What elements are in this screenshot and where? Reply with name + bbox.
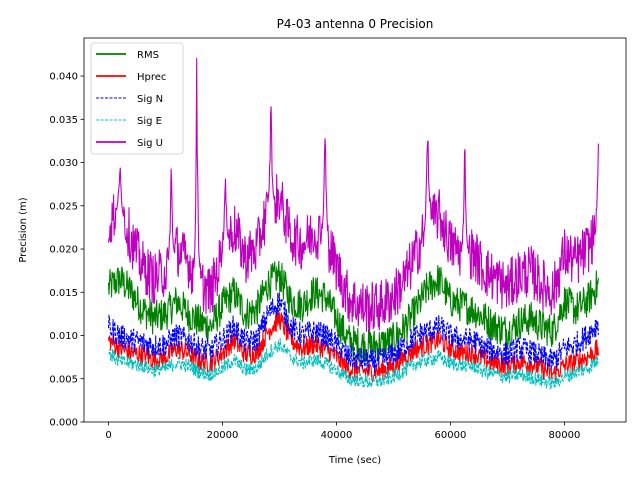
x-tick-label: 40000 (321, 430, 353, 441)
legend-label: Hprec (137, 72, 166, 83)
series-line-sig-e (108, 338, 599, 390)
y-axis: 0.000 0.005 0.010 0.015 0.020 0.025 0.030 0.035… (49, 72, 84, 429)
legend-box (90, 42, 184, 155)
x-tick-label: 80000 (549, 430, 581, 441)
legend-label: Sig E (137, 116, 162, 127)
y-tick-label: 0.020 (49, 245, 78, 256)
legend-label: Sig U (137, 138, 163, 149)
y-tick-label: 0.040 (49, 72, 78, 83)
legend: RMS Hprec Sig N Sig E Sig U (90, 42, 184, 155)
series-line-sig-n (107, 292, 599, 374)
series-layer (107, 57, 599, 390)
plot-frame (83, 37, 627, 423)
legend-label: Sig N (137, 94, 163, 105)
x-tick-label: 0 (105, 430, 111, 441)
y-tick-label: 0.000 (49, 418, 78, 429)
series-line-sig-u (107, 57, 599, 333)
y-tick-label: 0.010 (49, 331, 78, 342)
x-tick-label: 20000 (207, 430, 239, 441)
y-tick-label: 0.005 (49, 374, 78, 385)
y-axis-label: Precision (m) (18, 197, 29, 262)
x-tick-label: 60000 (435, 430, 467, 441)
x-axis: 0 20000 40000 60000 80000 (105, 422, 580, 441)
y-tick-label: 0.035 (49, 115, 78, 126)
chart-title: P4-03 antenna 0 Precision (277, 17, 434, 31)
y-tick-label: 0.015 (49, 288, 78, 299)
y-tick-label: 0.030 (49, 158, 78, 169)
x-axis-label: Time (sec) (328, 455, 381, 466)
y-tick-label: 0.025 (49, 201, 78, 212)
series-line-rms (107, 260, 599, 363)
legend-label: RMS (137, 50, 159, 61)
